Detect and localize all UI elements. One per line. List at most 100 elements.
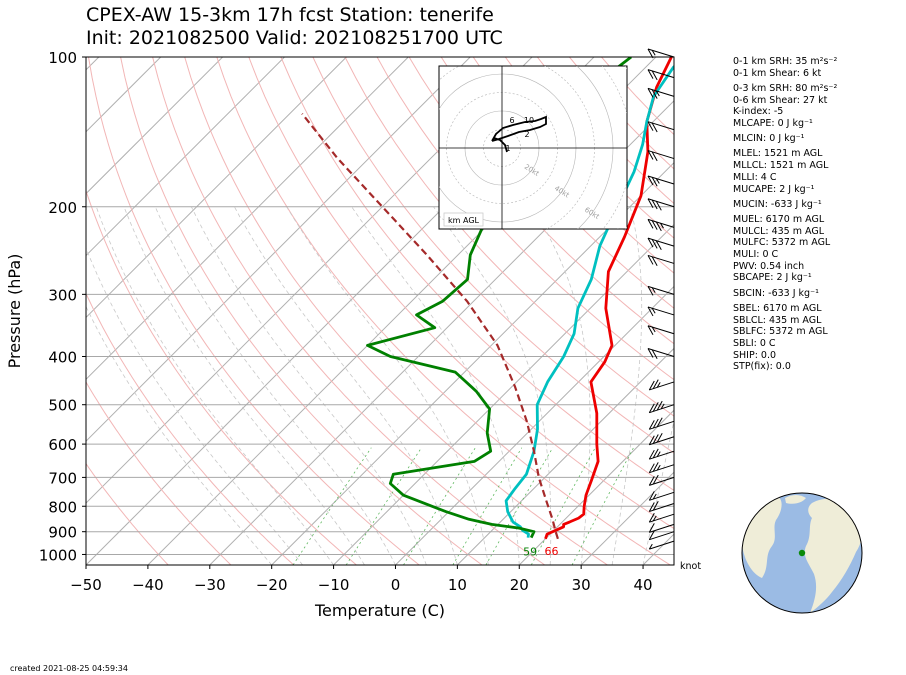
moist-adiabat-line [95, 206, 334, 565]
wind-barb [648, 400, 675, 414]
locator-globe [741, 492, 863, 614]
index-line: SBLCL: 435 m AGL [733, 314, 822, 326]
hodograph-trace [491, 115, 547, 153]
created-timestamp: created 2021-08-25 04:59:34 [10, 664, 128, 673]
x-tick-label: −50 [70, 576, 102, 594]
x-tick-label: 20 [510, 576, 529, 594]
wind-barb [648, 417, 675, 430]
series-parcel [301, 113, 559, 540]
isotherm-line [86, 57, 409, 381]
moist-adiabat-line [642, 418, 674, 565]
y-tick-label: 900 [48, 524, 77, 542]
isotherm-line [86, 57, 162, 133]
moist-adiabat-line [123, 206, 365, 565]
x-tick-label: 40 [634, 576, 653, 594]
dry-adiabat-line [216, 57, 671, 565]
wind-barb [648, 432, 675, 446]
isotherm-line [86, 57, 223, 195]
hodograph-height-label: 6 [509, 116, 514, 125]
index-line: SBEL: 6170 m AGL [733, 302, 822, 314]
dry-adiabat-line [152, 57, 545, 565]
series-temperature [544, 57, 673, 540]
series-dewpoint [504, 64, 674, 538]
wind-barbs [647, 48, 675, 550]
wind-barb [647, 198, 675, 211]
station-marker [798, 549, 806, 557]
wind-barb [647, 69, 675, 81]
dry-adiabat-line [88, 57, 420, 565]
index-line: MULCL: 435 m AGL [733, 225, 825, 237]
plot-frame [85, 56, 675, 566]
dry-adiabat-line [440, 57, 674, 309]
wind-barb [647, 285, 675, 296]
isotherm-line [209, 100, 674, 565]
index-line: MLCIN: 0 J kg⁻¹ [733, 133, 805, 145]
wind-barb [648, 448, 675, 460]
surface-temperature-label: 66 [544, 545, 558, 558]
moist-adiabat-line [531, 206, 591, 565]
globe-land-greenland [785, 495, 806, 504]
wind-barb [648, 491, 675, 501]
moist-adiabat-line [351, 206, 520, 565]
wind-barb [647, 150, 675, 162]
wind-barb [647, 306, 675, 317]
x-tick-label: 0 [391, 576, 401, 594]
index-line: MUCAPE: 2 J kg⁻¹ [733, 183, 815, 195]
index-line: MUCIN: -633 J kg⁻¹ [733, 198, 822, 210]
index-line: MULI: 0 C [733, 249, 779, 261]
index-line: SHIP: 0.0 [733, 349, 777, 361]
isotherm-line [86, 57, 347, 319]
index-line: MUEL: 6170 m AGL [733, 213, 825, 225]
x-tick-label: −20 [256, 576, 288, 594]
y-tick-label: 800 [48, 498, 77, 516]
isotherm-line [271, 161, 674, 565]
wind-barb [647, 325, 675, 335]
dry-adiabat-line [248, 57, 674, 530]
hodograph-frame [438, 65, 628, 230]
index-line: MULFC: 5372 m AGL [733, 237, 831, 249]
isotherm-line [457, 347, 674, 565]
y-tick-label: 100 [48, 49, 77, 67]
surface-dewpoint-label: 59 [523, 546, 537, 559]
y-tick-label: 600 [48, 436, 77, 454]
x-tick-label: −10 [318, 576, 350, 594]
index-line: SBCAPE: 2 J kg⁻¹ [733, 272, 812, 284]
x-tick-label: −40 [132, 576, 164, 594]
x-tick-label: 30 [572, 576, 591, 594]
index-line: 0-1 km Shear: 6 kt [733, 67, 822, 79]
dry-adiabat-line [86, 381, 232, 565]
wind-barb [647, 218, 675, 232]
wind-barb [648, 379, 675, 391]
index-line: 0-6 km Shear: 27 kt [733, 94, 828, 106]
wind-barb [647, 254, 675, 266]
wind-barb [647, 237, 675, 250]
hodograph-legend-box [443, 212, 484, 227]
moist-adiabat-line [154, 206, 396, 565]
skewt-grid [86, 57, 674, 565]
moist-adiabat-line [234, 206, 458, 565]
moist-adiabat-line [191, 206, 427, 565]
index-line: PWV: 0.54 inch [733, 260, 805, 272]
wind-barb [648, 474, 675, 486]
moist-adiabat-line [286, 206, 489, 565]
y-tick-label: 500 [48, 397, 77, 415]
moist-adiabat-line [86, 305, 272, 565]
y-tick-label: 400 [48, 349, 77, 367]
index-line: MLEL: 1521 m AGL [733, 148, 823, 160]
y-axis-label: Pressure (hPa) [5, 254, 24, 369]
y-tick-label: 1000 [39, 546, 77, 564]
index-line: MLCAPE: 0 J kg⁻¹ [733, 118, 813, 130]
index-line: SBLI: 0 C [733, 337, 776, 349]
dry-adiabat-line [376, 57, 674, 381]
isotherm-line [518, 409, 674, 565]
hodograph-legend-label: km AGL [448, 216, 480, 225]
wind-units-label: knot [680, 561, 701, 572]
globe-outline [741, 492, 863, 614]
moist-adiabat-line [611, 206, 643, 565]
x-axis-label: Temperature (C) [314, 601, 445, 620]
hodograph-ring-label: 80kt [613, 227, 631, 242]
index-line: SBLFC: 5372 m AGL [733, 326, 828, 338]
